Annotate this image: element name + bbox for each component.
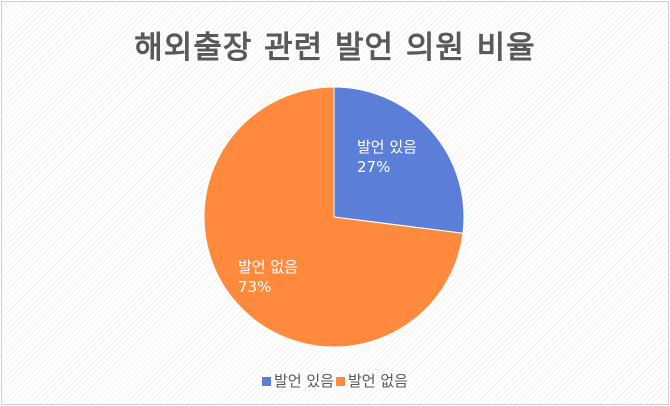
legend-label-1: 발언 없음 [348, 372, 408, 390]
slice-category-label-1: 발언 없음 [238, 258, 298, 276]
legend-swatch-0 [262, 377, 272, 386]
chart-title: 해외출장 관련 발언 의원 비율 [134, 30, 536, 66]
legend-label-0: 발언 있음 [274, 372, 334, 390]
slice-value-label-1: 73% [238, 278, 271, 296]
legend-item-0: 발언 있음 [262, 372, 334, 390]
slice-value-label-0: 27% [357, 158, 390, 176]
slice-category-label-0: 발언 있음 [357, 138, 417, 156]
legend-swatch-1 [336, 377, 345, 386]
legend-item-1: 발언 없음 [336, 372, 408, 390]
legend: 발언 있음 발언 없음 [0, 370, 670, 391]
pie-slice-1 [203, 86, 464, 348]
pie-slice-0 [333, 86, 465, 234]
